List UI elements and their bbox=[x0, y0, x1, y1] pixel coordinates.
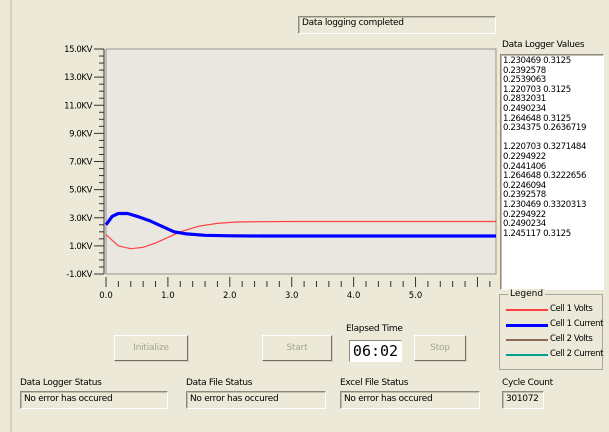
legend: Legend Cell 1 Volts Cell 1 Current Cell 2 … bbox=[499, 289, 604, 370]
status-message: Data logging completed bbox=[302, 18, 404, 28]
y-tick-label: 13.0KV bbox=[64, 73, 92, 83]
logger-values-title: Data Logger Values bbox=[502, 40, 585, 50]
legend-label: Cell 1 Current bbox=[550, 319, 604, 329]
elapsed-time-label: Elapsed Time bbox=[346, 324, 403, 334]
logger-value-line: 1.220703 0.3271484 bbox=[503, 142, 587, 153]
left-border bbox=[10, 0, 12, 432]
voltage-chart: 15.0KV 13.0KV 11.0KV 9.0KV 7.0KV 5.0KV 3.0KV 1.… bbox=[64, 45, 497, 301]
file-status-label: Data File Status bbox=[186, 378, 253, 388]
logger-value-line: 0.2294922 bbox=[503, 151, 546, 162]
y-tick-label: 5.0KV bbox=[69, 186, 92, 196]
logger-value-line: 0.2441406 bbox=[503, 161, 546, 172]
legend-swatch bbox=[506, 309, 548, 311]
y-tick-label: 7.0KV bbox=[69, 158, 92, 168]
y-tick-label: 1.0KV bbox=[69, 242, 92, 252]
x-tick-label: 4.0 bbox=[347, 291, 361, 301]
file-status-field: No error has occured bbox=[186, 391, 326, 409]
cycle-count-label: Cycle Count bbox=[502, 378, 553, 388]
status-message-box: Data logging completed bbox=[298, 16, 496, 34]
logger-status-field: No error has occured bbox=[20, 391, 168, 409]
y-tick-label: -1.0KV bbox=[66, 270, 92, 280]
elapsed-time-display: 06:02 bbox=[349, 340, 402, 362]
logger-value-line: 0.2392578 bbox=[503, 190, 546, 201]
logger-value-line: 0.234375 0.2636719 bbox=[503, 123, 587, 134]
legend-swatch bbox=[506, 354, 548, 356]
legend-entry: Cell 2 Current bbox=[506, 349, 604, 359]
start-button[interactable]: Start bbox=[262, 335, 332, 361]
cycle-count-value: 301072 bbox=[506, 394, 539, 404]
y-tick-label: 11.0KV bbox=[64, 101, 92, 111]
logger-value-line: 0.2490234 bbox=[503, 219, 546, 230]
series-line-cell-1-volts bbox=[105, 220, 496, 250]
logger-value-line: 1.220703 0.3125 bbox=[503, 84, 571, 95]
excel-status-value: No error has occured bbox=[344, 394, 433, 404]
logger-values-list[interactable]: 1.230469 0.3125 0.2392578 0.2539063 1.22070… bbox=[500, 54, 604, 290]
y-tick-label: 3.0KV bbox=[69, 214, 92, 224]
legend-label: Cell 2 Current bbox=[550, 349, 604, 359]
legend-label: Cell 2 Volts bbox=[550, 334, 593, 344]
x-tick-label: 0.0 bbox=[99, 291, 113, 301]
x-tick-label: 2.0 bbox=[223, 291, 237, 301]
elapsed-time-value: 06:02 bbox=[352, 342, 399, 360]
x-tick-label: 5.0 bbox=[409, 291, 423, 301]
cycle-count-field: 301072 bbox=[502, 391, 544, 409]
plot-area bbox=[105, 48, 497, 275]
logger-value-line: 0.2539063 bbox=[503, 75, 546, 86]
x-tick-label: 3.0 bbox=[285, 291, 299, 301]
logger-status-value: No error has occured bbox=[24, 394, 113, 404]
logger-value-line: 0.2832031 bbox=[503, 94, 546, 105]
logger-value-line: 1.230469 0.3320313 bbox=[503, 199, 587, 210]
logger-value-line: 0.2392578 bbox=[503, 65, 546, 76]
file-status-value: No error has occured bbox=[190, 394, 279, 404]
legend-label: Cell 1 Volts bbox=[550, 304, 593, 314]
excel-status-field: No error has occured bbox=[340, 391, 480, 409]
legend-swatch bbox=[506, 324, 548, 327]
series-line-cell-1-current bbox=[104, 211, 496, 238]
stop-button[interactable]: Stop bbox=[414, 335, 466, 361]
logger-value-line: 1.245117 0.3125 bbox=[503, 228, 571, 239]
x-tick-label: 1.0 bbox=[161, 291, 175, 301]
initialize-button[interactable]: Initialize bbox=[114, 335, 188, 361]
legend-entry: Cell 2 Volts bbox=[506, 334, 602, 344]
legend-entry: Cell 1 Current bbox=[506, 319, 604, 329]
logger-value-line: 1.264648 0.3222656 bbox=[503, 171, 587, 182]
logger-value-line: 1.264648 0.3125 bbox=[503, 113, 571, 124]
logger-value-line: 0.2246094 bbox=[503, 180, 546, 191]
y-tick-label: 15.0KV bbox=[64, 45, 92, 55]
legend-entry: Cell 1 Volts bbox=[506, 304, 602, 314]
logger-value-line: 0.2294922 bbox=[503, 209, 546, 220]
y-tick-label: 9.0KV bbox=[69, 129, 92, 139]
legend-swatch bbox=[506, 339, 548, 341]
excel-status-label: Excel File Status bbox=[340, 378, 409, 388]
logger-status-label: Data Logger Status bbox=[20, 378, 102, 388]
logger-value-line: 1.230469 0.3125 bbox=[503, 56, 571, 66]
logger-value-line: 0.2490234 bbox=[503, 103, 546, 114]
legend-title: Legend bbox=[508, 289, 546, 299]
